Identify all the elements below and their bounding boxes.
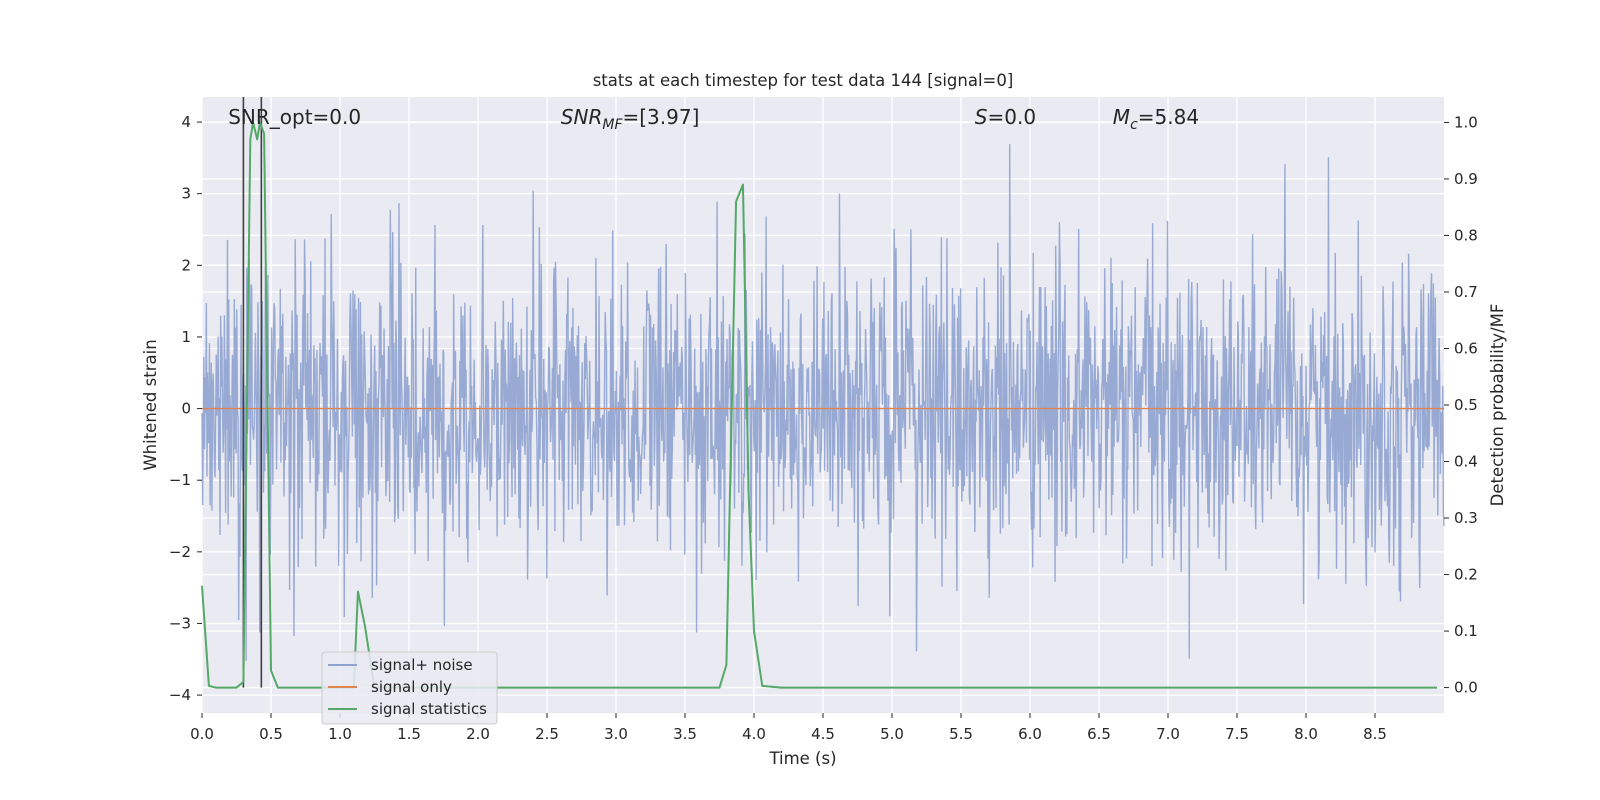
x-tick-label: 5.5 [949, 725, 973, 743]
x-tick-label: 0.0 [190, 725, 214, 743]
y-axis-right-label: Detection probability/MF [1488, 304, 1507, 507]
legend-label-noise: signal+ noise [371, 656, 473, 674]
noise-line [201, 144, 1445, 661]
annotation-label: S [975, 105, 988, 129]
annotation-value: =5.84 [1138, 105, 1199, 129]
y-tick-label: 3 [181, 185, 191, 203]
x-axis-ticks: 0.0 0.5 1.0 1.5 2.0 2.5 3.0 3.5 4.0 4.5 5.0 5.5 6.0 6… [190, 713, 1387, 743]
legend-label-stat: signal statistics [371, 700, 487, 718]
x-tick-label: 4.5 [811, 725, 835, 743]
legend-box [321, 651, 498, 725]
annotation-label: SNR_opt=0.0 [228, 105, 361, 129]
annotation-3: Mc=5.84 [1113, 105, 1199, 133]
y-tick-label: 4 [181, 113, 191, 131]
x-tick-label: 2.0 [466, 725, 490, 743]
legend-label-signal: signal only [371, 678, 452, 696]
annotation-label: M [1113, 105, 1130, 129]
annotation-sub: c [1130, 117, 1138, 133]
annotation-1: SNRMF=[3.97] [561, 105, 700, 133]
y-right-tick-label: 0.4 [1454, 453, 1478, 471]
y-right-tick-label: 0.8 [1454, 226, 1478, 244]
y-axis-ticks: −4 −3 −2 −1 0 1 2 3 4 [169, 113, 202, 704]
y-right-tick-label: 1.0 [1454, 113, 1478, 131]
x-tick-label: 0.5 [259, 725, 283, 743]
annotation-sub: MF [602, 117, 623, 133]
y-right-tick-label: 0.2 [1454, 566, 1478, 584]
signal-noise-series [201, 144, 1445, 661]
y-right-tick-label: 0.1 [1454, 622, 1478, 640]
y-tick-label: −4 [169, 686, 191, 704]
annotation-value: =0.0 [988, 105, 1037, 129]
annotation-2: S=0.0 [975, 105, 1036, 129]
x-tick-label: 7.5 [1225, 725, 1249, 743]
vertical-markers [242, 97, 263, 688]
y-right-tick-label: 0.5 [1454, 396, 1478, 414]
y-axis-label: Whitened strain [141, 339, 160, 470]
annotation-label: SNR [561, 105, 603, 129]
x-tick-label: 2.5 [535, 725, 559, 743]
y-right-tick-label: 0.7 [1454, 283, 1478, 301]
y-right-tick-label: 0.0 [1454, 679, 1478, 697]
y-axis-right-ticks: 0.0 0.1 0.2 0.3 0.4 0.5 0.6 0.7 0.8 0.9 1.0 [1444, 113, 1478, 697]
y-tick-label: −1 [169, 471, 191, 489]
legend: signal+ noise signal only signal statist… [321, 651, 498, 725]
x-tick-label: 7.0 [1156, 725, 1180, 743]
y-tick-label: 0 [181, 400, 191, 418]
y-right-tick-label: 0.3 [1454, 509, 1478, 527]
x-tick-label: 8.5 [1363, 725, 1387, 743]
x-tick-label: 6.0 [1018, 725, 1042, 743]
x-tick-label: 5.0 [880, 725, 904, 743]
x-axis-label: Time (s) [768, 749, 836, 768]
x-tick-label: 4.0 [742, 725, 766, 743]
x-tick-label: 1.5 [397, 725, 421, 743]
y-right-tick-label: 0.9 [1454, 170, 1478, 188]
x-tick-label: 8.0 [1294, 725, 1318, 743]
y-right-tick-label: 0.6 [1454, 339, 1478, 357]
y-tick-label: 1 [181, 328, 191, 346]
x-tick-label: 3.5 [673, 725, 697, 743]
chart-title: stats at each timestep for test data 144… [593, 71, 1014, 90]
x-tick-label: 3.0 [604, 725, 628, 743]
x-tick-label: 1.0 [328, 725, 352, 743]
y-tick-label: −2 [169, 543, 191, 561]
y-tick-label: −3 [169, 614, 191, 632]
annotation-0: SNR_opt=0.0 [228, 105, 361, 129]
annotations: SNR_opt=0.0 SNRMF=[3.97] S=0.0 Mc=5.84 [228, 105, 1199, 133]
y-tick-label: 2 [181, 256, 191, 274]
annotation-value: =[3.97] [623, 105, 700, 129]
x-tick-label: 6.5 [1087, 725, 1111, 743]
